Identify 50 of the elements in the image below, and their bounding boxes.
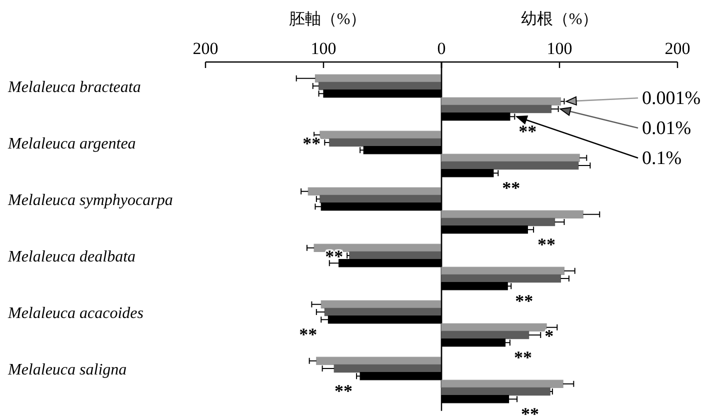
legend-label: 0.01%	[642, 118, 692, 139]
x-tick-label: 200	[192, 39, 218, 58]
bar	[441, 210, 584, 218]
data-label: **	[299, 324, 318, 345]
y-tick-label: Melaleuca saligna	[7, 362, 127, 378]
data-label: **	[502, 178, 520, 198]
bar	[314, 74, 442, 82]
x-tick-label: 100	[546, 39, 572, 58]
x-axis-title: 幼根（%）	[520, 10, 598, 28]
bar	[320, 130, 442, 139]
bar	[324, 308, 442, 316]
bar	[308, 187, 442, 196]
y-tick-label: Melaleuca argentea	[7, 136, 136, 152]
bar	[441, 274, 561, 283]
x-tick-label: 100	[310, 39, 336, 58]
y-tick-label: Melaleuca symphyocarpa	[7, 192, 173, 209]
y-tick-label: Melaleuca dealbata	[7, 248, 136, 266]
y-tick-label: Melaleuca bracteata	[7, 79, 141, 96]
bar	[441, 323, 547, 332]
x-axis-title: 胚軸（%）	[288, 10, 366, 28]
bar	[316, 356, 442, 365]
bar	[320, 194, 442, 204]
text: 0.1%	[642, 148, 682, 169]
bar	[441, 380, 564, 388]
data-label: **	[325, 246, 344, 266]
data-label: **	[538, 234, 556, 255]
bar	[441, 330, 530, 340]
data-label: **	[514, 348, 532, 368]
y-tick-label: Melaleuca acacoides	[7, 305, 144, 322]
bar	[441, 387, 550, 396]
bar	[441, 104, 552, 114]
data-label: **	[515, 291, 534, 312]
data-label: **	[518, 122, 537, 142]
bar	[318, 82, 442, 90]
legend-label: 0.001%	[642, 88, 701, 109]
data-label: **	[302, 134, 321, 154]
bar	[349, 251, 442, 260]
bar	[441, 266, 565, 275]
bar	[334, 364, 442, 373]
x-tick-label: 200	[664, 39, 690, 58]
data-label: **	[521, 404, 540, 419]
x-tick-label: 0	[437, 39, 446, 58]
data-label: *	[544, 326, 554, 346]
bar	[320, 300, 442, 308]
bar	[441, 97, 561, 106]
bar	[441, 154, 580, 162]
bar	[441, 218, 556, 226]
data-label: **	[334, 381, 353, 402]
bar	[441, 161, 579, 170]
bar	[329, 138, 442, 147]
